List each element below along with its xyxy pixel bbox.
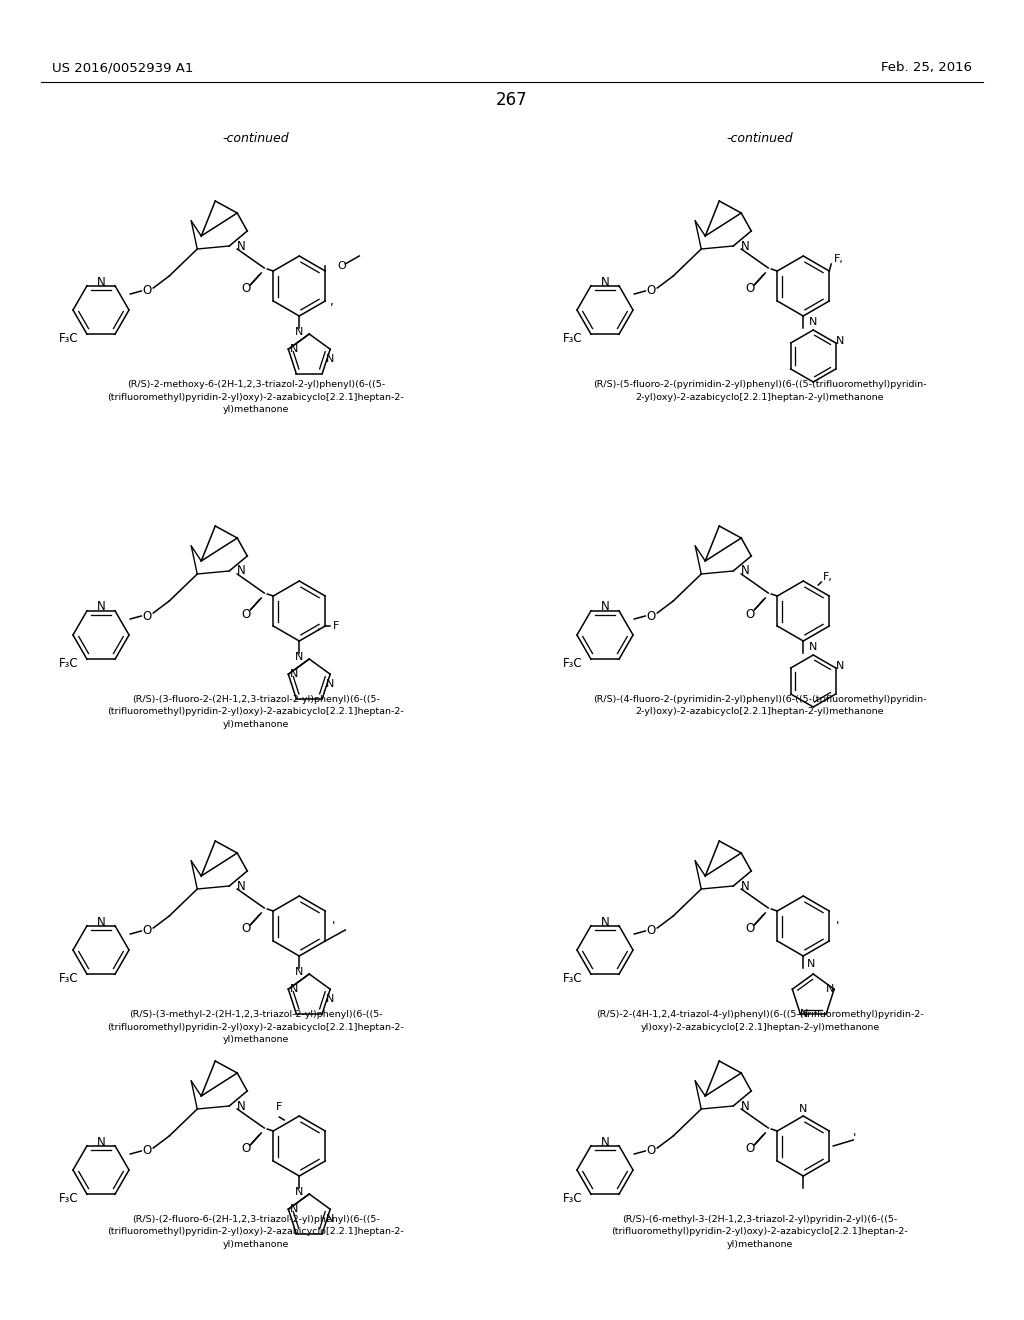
Text: -continued: -continued [727, 132, 794, 144]
Text: O: O [745, 282, 755, 296]
Text: N: N [326, 1214, 335, 1224]
Text: F₃C: F₃C [563, 1192, 583, 1205]
Text: N: N [238, 1100, 246, 1113]
Text: Feb. 25, 2016: Feb. 25, 2016 [881, 62, 972, 74]
Text: O: O [242, 607, 251, 620]
Text: F₃C: F₃C [59, 657, 79, 669]
Text: N: N [836, 337, 844, 346]
Text: N: N [801, 1008, 809, 1019]
Text: N: N [809, 317, 817, 327]
Text: O: O [745, 1143, 755, 1155]
Text: O: O [745, 607, 755, 620]
Text: F₃C: F₃C [563, 972, 583, 985]
Text: N: N [825, 985, 835, 994]
Text: ': ' [837, 920, 840, 932]
Text: N: N [601, 1135, 609, 1148]
Text: F₃C: F₃C [59, 1192, 79, 1205]
Text: N: N [238, 239, 246, 252]
Text: F: F [276, 1102, 283, 1111]
Text: (R/S)-(3-methyl-2-(2H-1,2,3-triazol-2-yl)phenyl)(6-((5-
(trifluoromethyl)pyridin: (R/S)-(3-methyl-2-(2H-1,2,3-triazol-2-yl… [108, 1010, 404, 1044]
Text: N: N [291, 669, 299, 680]
Text: F₃C: F₃C [563, 331, 583, 345]
Text: F: F [333, 620, 340, 631]
Text: O: O [337, 261, 346, 271]
Text: N: N [295, 652, 303, 663]
Text: N: N [291, 985, 299, 994]
Text: O: O [142, 610, 152, 623]
Text: O: O [242, 282, 251, 296]
Text: N: N [836, 661, 844, 671]
Text: -continued: -continued [222, 132, 290, 144]
Text: (R/S)-2-methoxy-6-(2H-1,2,3-triazol-2-yl)phenyl)(6-((5-
(trifluoromethyl)pyridin: (R/S)-2-methoxy-6-(2H-1,2,3-triazol-2-yl… [108, 380, 404, 414]
Text: N: N [809, 642, 817, 652]
Text: ': ' [853, 1131, 857, 1144]
Text: O: O [646, 1144, 656, 1158]
Text: N: N [326, 354, 335, 364]
Text: N: N [238, 565, 246, 578]
Text: F₃C: F₃C [59, 972, 79, 985]
Text: N: N [238, 879, 246, 892]
Text: N: N [291, 1204, 299, 1214]
Text: N: N [601, 276, 609, 289]
Text: (R/S)-(5-fluoro-2-(pyrimidin-2-yl)phenyl)(6-((5-(trifluoromethyl)pyridin-
2-yl)o: (R/S)-(5-fluoro-2-(pyrimidin-2-yl)phenyl… [593, 380, 927, 401]
Text: (R/S)-(4-fluoro-2-(pyrimidin-2-yl)phenyl)(6-((5-(trifluoromethyl)pyridin-
2-yl)o: (R/S)-(4-fluoro-2-(pyrimidin-2-yl)phenyl… [593, 696, 927, 717]
Text: N: N [326, 680, 335, 689]
Text: F,: F, [835, 253, 844, 264]
Text: 267: 267 [497, 91, 527, 110]
Text: N: N [807, 960, 815, 969]
Text: N: N [295, 327, 303, 337]
Text: F₃C: F₃C [59, 331, 79, 345]
Text: O: O [646, 285, 656, 297]
Text: (R/S)-(6-methyl-3-(2H-1,2,3-triazol-2-yl)pyridin-2-yl)(6-((5-
(trifluoromethyl)p: (R/S)-(6-methyl-3-(2H-1,2,3-triazol-2-yl… [611, 1214, 908, 1249]
Text: O: O [646, 610, 656, 623]
Text: N: N [326, 994, 335, 1005]
Text: N: N [96, 601, 105, 614]
Text: N: N [96, 1135, 105, 1148]
Text: N: N [741, 239, 750, 252]
Text: (R/S)-(3-fluoro-2-(2H-1,2,3-triazol-2-yl)phenyl)(6-((5-
(trifluoromethyl)pyridin: (R/S)-(3-fluoro-2-(2H-1,2,3-triazol-2-yl… [108, 696, 404, 729]
Text: N: N [741, 1100, 750, 1113]
Text: N: N [96, 916, 105, 928]
Text: ': ' [317, 627, 321, 640]
Text: (R/S)-2-(4H-1,2,4-triazol-4-yl)phenyl)(6-((5-(trifluoromethyl)pyridin-2-
yl)oxy): (R/S)-2-(4H-1,2,4-triazol-4-yl)phenyl)(6… [596, 1010, 924, 1031]
Text: (R/S)-(2-fluoro-6-(2H-1,2,3-triazol-2-yl)phenyl)(6-((5-
(trifluoromethyl)pyridin: (R/S)-(2-fluoro-6-(2H-1,2,3-triazol-2-yl… [108, 1214, 404, 1249]
Text: O: O [142, 1144, 152, 1158]
Text: N: N [741, 565, 750, 578]
Text: N: N [291, 345, 299, 354]
Text: O: O [242, 923, 251, 936]
Text: O: O [745, 923, 755, 936]
Text: N: N [96, 276, 105, 289]
Text: F,: F, [823, 572, 834, 582]
Text: O: O [142, 285, 152, 297]
Text: N: N [601, 601, 609, 614]
Text: N: N [799, 1104, 808, 1114]
Text: O: O [142, 924, 152, 937]
Text: N: N [601, 916, 609, 928]
Text: ': ' [332, 920, 336, 932]
Text: N: N [295, 1187, 303, 1197]
Text: O: O [242, 1143, 251, 1155]
Text: N: N [295, 968, 303, 977]
Text: F₃C: F₃C [563, 657, 583, 669]
Text: US 2016/0052939 A1: US 2016/0052939 A1 [52, 62, 194, 74]
Text: O: O [646, 924, 656, 937]
Text: N: N [741, 879, 750, 892]
Text: ,: , [330, 294, 334, 308]
